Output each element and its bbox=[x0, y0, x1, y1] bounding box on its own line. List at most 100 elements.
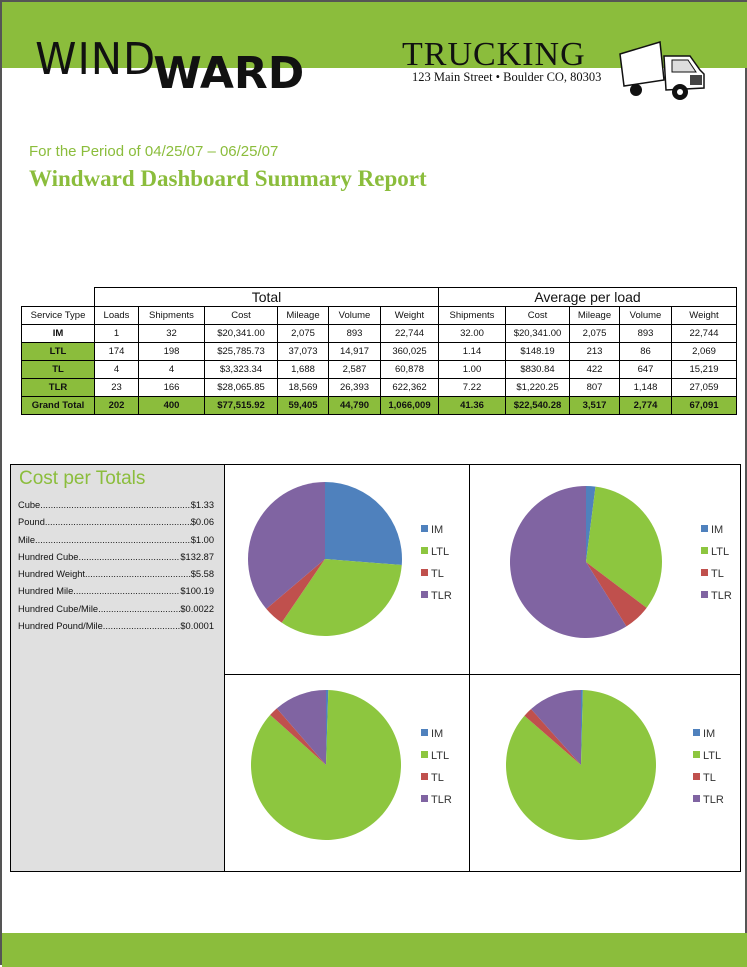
table-cell: 174 bbox=[94, 342, 139, 361]
table-cell: $28,065.85 bbox=[204, 378, 278, 397]
table-cell: 1.14 bbox=[438, 342, 506, 361]
table-cell: 32 bbox=[138, 324, 205, 343]
table-cell: 14,917 bbox=[328, 342, 381, 361]
legend-label: TL bbox=[703, 772, 716, 784]
table-cell: 1,688 bbox=[277, 360, 329, 379]
summary-table: Total Average per load Service Type Loads S… bbox=[21, 287, 737, 415]
dot-leader: ........................................… bbox=[35, 534, 191, 545]
legend-swatch bbox=[421, 729, 428, 736]
legend-label: LTL bbox=[703, 750, 721, 762]
table-cell: $22,540.28 bbox=[505, 396, 570, 415]
legend-label: TL bbox=[431, 772, 444, 784]
legend-label: IM bbox=[431, 524, 443, 536]
table-cell: 22,744 bbox=[671, 324, 737, 343]
pie-slice-im bbox=[581, 690, 583, 765]
cost-item: Hundred Cube............................… bbox=[18, 552, 214, 569]
report-title: Windward Dashboard Summary Report bbox=[29, 166, 427, 191]
table-cell: 198 bbox=[138, 342, 205, 361]
table-cell: 26,393 bbox=[328, 378, 381, 397]
column-header: Volume bbox=[328, 306, 381, 325]
table-cell: $148.19 bbox=[505, 342, 570, 361]
cost-item-value: $0.0022 bbox=[180, 603, 214, 614]
table-cell: 2,587 bbox=[328, 360, 381, 379]
cost-item-label: Hundred Pound/Mile bbox=[18, 621, 103, 632]
table-row: TLR 23 166 $28,065.85 18,569 26,393 622,362 7.2… bbox=[21, 378, 737, 397]
pie-slice-ltl bbox=[281, 559, 402, 636]
cost-item-value: $0.0001 bbox=[180, 621, 214, 632]
report-period: For the Period of 04/25/07 – 06/25/07 bbox=[29, 143, 279, 160]
pie-slice-im bbox=[586, 486, 596, 562]
pie-slice-tl bbox=[266, 559, 325, 623]
table-cell: 67,091 bbox=[671, 396, 737, 415]
table-cell: 360,025 bbox=[380, 342, 439, 361]
dot-leader: ........................................… bbox=[44, 517, 191, 528]
pie-charts: IM LTL TL TLR IM LTL TL TLR IM LTL TL TLR IM LTL TL TLR bbox=[247, 482, 732, 840]
legend-label: IM bbox=[431, 728, 443, 740]
table-cell: 2,075 bbox=[277, 324, 329, 343]
cost-item-value: $1.00 bbox=[190, 534, 214, 545]
legend-swatch bbox=[693, 795, 700, 802]
cost-item: Pound...................................… bbox=[18, 517, 214, 534]
table-cell: 1,148 bbox=[619, 378, 672, 397]
column-header: Shipments bbox=[138, 306, 205, 325]
pie-slice-tl bbox=[270, 708, 326, 765]
table-cell: 23 bbox=[94, 378, 139, 397]
cost-item-label: Hundred Cube bbox=[18, 551, 79, 562]
cost-item-value: $100.19 bbox=[180, 586, 214, 597]
legend-swatch bbox=[701, 569, 708, 576]
cost-item-value: $5.58 bbox=[190, 569, 214, 580]
table-row: LTL 174 198 $25,785.73 37,073 14,917 360,025 1.… bbox=[21, 342, 737, 361]
dot-leader: ........................................… bbox=[98, 603, 181, 614]
table-cell: 166 bbox=[138, 378, 205, 397]
pie-slice-tlr bbox=[531, 690, 581, 765]
table-cell: 893 bbox=[619, 324, 672, 343]
service-type-cell: TLR bbox=[21, 378, 95, 397]
column-header: Cost bbox=[204, 306, 278, 325]
legend-swatch bbox=[701, 525, 708, 532]
table-cell: 3,517 bbox=[569, 396, 620, 415]
legend-swatch bbox=[421, 591, 428, 598]
pie-slice-im bbox=[326, 690, 329, 765]
table-cell: 60,878 bbox=[380, 360, 439, 379]
table-cell: 213 bbox=[569, 342, 620, 361]
table-cell: $20,341.00 bbox=[204, 324, 278, 343]
cost-item-value: $1.33 bbox=[190, 500, 214, 510]
charts-panel: Cost per Totals Cube....................… bbox=[10, 464, 741, 872]
legend-label: TLR bbox=[711, 590, 732, 602]
table-cell: 622,362 bbox=[380, 378, 439, 397]
pie-slice-ltl bbox=[250, 690, 401, 840]
group-total-header: Total bbox=[94, 287, 439, 307]
legend-swatch bbox=[701, 547, 708, 554]
legend-swatch bbox=[421, 569, 428, 576]
cost-item: Hundred Cube/Mile.......................… bbox=[18, 604, 214, 621]
legend-swatch bbox=[421, 795, 428, 802]
table-cell: 32.00 bbox=[438, 324, 506, 343]
cost-per-totals-panel: Cost per Totals Cube....................… bbox=[11, 465, 225, 871]
cost-item-label: Cube bbox=[18, 500, 41, 510]
table-cell: 41.36 bbox=[438, 396, 506, 415]
pie-slice-tlr bbox=[247, 482, 325, 609]
company-name: TRUCKING bbox=[402, 36, 586, 73]
cost-item-label: Hundred Mile bbox=[18, 586, 74, 597]
table-cell: 44,790 bbox=[328, 396, 381, 415]
cost-item-value: $0.06 bbox=[190, 517, 214, 528]
table-cell: 7.22 bbox=[438, 378, 506, 397]
service-type-cell: IM bbox=[21, 324, 95, 343]
table-cell: $830.84 bbox=[505, 360, 570, 379]
column-header: Shipments bbox=[438, 306, 506, 325]
legend-swatch bbox=[421, 751, 428, 758]
table-cell: 2,075 bbox=[569, 324, 620, 343]
cost-item: Hundred Mile............................… bbox=[18, 586, 214, 603]
table-row: IM 1 32 $20,341.00 2,075 893 22,744 32.00 $20,34… bbox=[21, 324, 737, 343]
legend-label: TL bbox=[711, 568, 724, 580]
table-cell: 400 bbox=[138, 396, 205, 415]
column-header: Weight bbox=[671, 306, 737, 325]
legend-label: LTL bbox=[431, 546, 449, 558]
table-row: Grand Total 202 400 $77,515.92 59,405 44,790 1… bbox=[21, 396, 737, 415]
dot-leader: ........................................… bbox=[73, 586, 180, 597]
legend-label: TLR bbox=[431, 590, 452, 602]
table-cell: 647 bbox=[619, 360, 672, 379]
service-type-cell: Grand Total bbox=[21, 396, 95, 415]
table-cell: $1,220.25 bbox=[505, 378, 570, 397]
table-cell: 1 bbox=[94, 324, 139, 343]
